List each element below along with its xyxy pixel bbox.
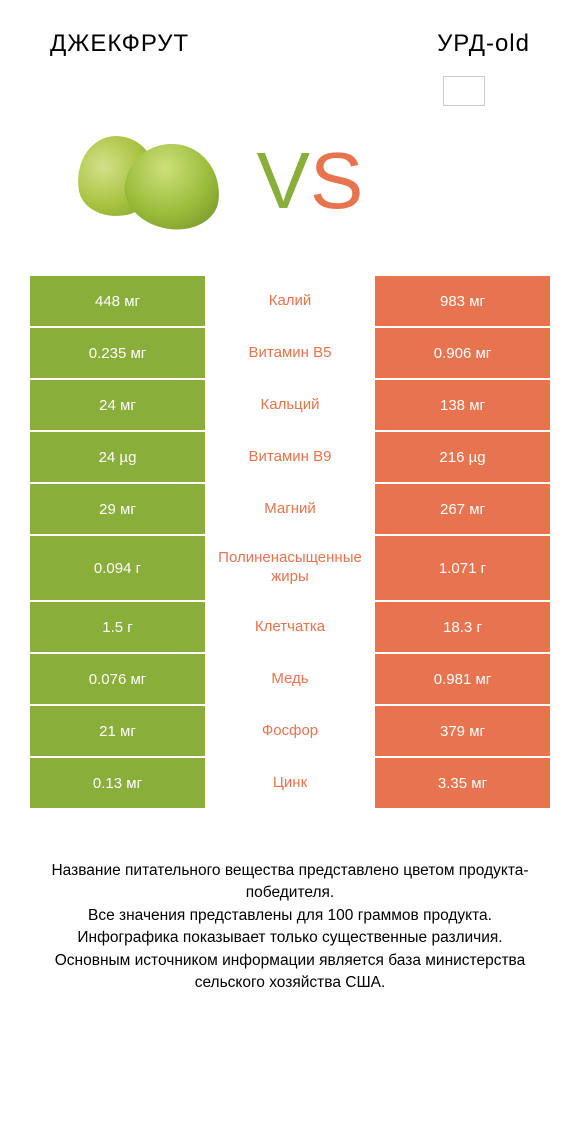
product-left-title: Джекфрут: [50, 30, 189, 58]
value-right: 3.35 мг: [375, 758, 550, 808]
table-row: 0.13 мгЦинк3.35 мг: [30, 758, 550, 810]
nutrient-label: Цинк: [205, 758, 375, 808]
footer-line: Инфографика показывает только существенн…: [20, 927, 560, 949]
table-row: 0.235 мгВитамин B50.906 мг: [30, 328, 550, 380]
value-right: 0.981 мг: [375, 654, 550, 704]
table-row: 0.076 мгМедь0.981 мг: [30, 654, 550, 706]
value-left: 24 µg: [30, 432, 205, 482]
jackfruit-image: [77, 126, 227, 236]
hero-row: VS: [0, 106, 580, 276]
nutrient-label: Витамин B5: [205, 328, 375, 378]
nutrient-label: Кальций: [205, 380, 375, 430]
value-right: 983 мг: [375, 276, 550, 326]
value-left: 21 мг: [30, 706, 205, 756]
value-right: 267 мг: [375, 484, 550, 534]
value-left: 0.13 мг: [30, 758, 205, 808]
vs-v: V: [257, 136, 310, 225]
value-right: 1.071 г: [375, 536, 550, 600]
nutrient-label: Медь: [205, 654, 375, 704]
footer-line: Все значения представлены для 100 граммо…: [20, 905, 560, 927]
nutrient-label: Полиненасыщенные жиры: [205, 536, 375, 600]
comparison-table: 448 мгКалий983 мг0.235 мгВитамин B50.906…: [0, 276, 580, 810]
table-row: 29 мгМагний267 мг: [30, 484, 550, 536]
title-right-lat: -old: [486, 30, 530, 57]
footer-text: Название питательного вещества представл…: [0, 810, 580, 995]
table-row: 21 мгФосфор379 мг: [30, 706, 550, 758]
value-right: 138 мг: [375, 380, 550, 430]
table-row: 24 мгКальций138 мг: [30, 380, 550, 432]
value-right: 216 µg: [375, 432, 550, 482]
title-right-cyr: Урд: [437, 30, 486, 57]
vs-s: S: [310, 136, 363, 225]
value-right: 0.906 мг: [375, 328, 550, 378]
value-left: 0.076 мг: [30, 654, 205, 704]
product-right-title: Урд-old: [437, 30, 530, 58]
value-left: 0.235 мг: [30, 328, 205, 378]
value-right: 379 мг: [375, 706, 550, 756]
nutrient-label: Фосфор: [205, 706, 375, 756]
value-right: 18.3 г: [375, 602, 550, 652]
footer-line: Основным источником информации является …: [20, 950, 560, 995]
nutrient-label: Витамин B9: [205, 432, 375, 482]
table-row: 24 µgВитамин B9216 µg: [30, 432, 550, 484]
footer-line: Название питательного вещества представл…: [20, 860, 560, 905]
value-left: 0.094 г: [30, 536, 205, 600]
value-left: 448 мг: [30, 276, 205, 326]
nutrient-label: Клетчатка: [205, 602, 375, 652]
value-left: 1.5 г: [30, 602, 205, 652]
header: Джекфрут Урд-old: [0, 0, 580, 58]
table-row: 1.5 гКлетчатка18.3 г: [30, 602, 550, 654]
value-left: 29 мг: [30, 484, 205, 534]
table-row: 448 мгКалий983 мг: [30, 276, 550, 328]
image-placeholder-box: [443, 76, 485, 106]
value-left: 24 мг: [30, 380, 205, 430]
vs-label: VS: [257, 135, 364, 227]
table-row: 0.094 гПолиненасыщенные жиры1.071 г: [30, 536, 550, 602]
nutrient-label: Магний: [205, 484, 375, 534]
nutrient-label: Калий: [205, 276, 375, 326]
